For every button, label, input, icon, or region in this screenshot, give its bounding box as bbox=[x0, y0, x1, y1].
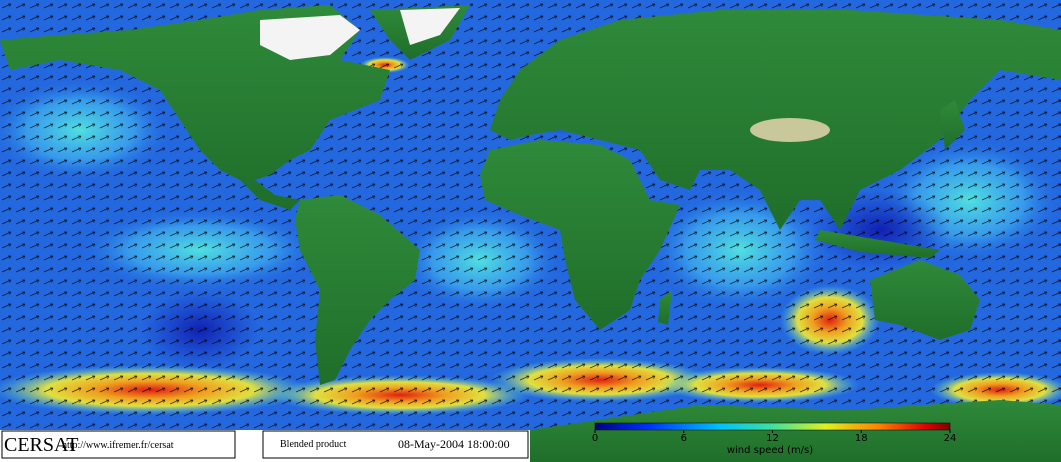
ice bbox=[400, 8, 460, 45]
logo: CERSAT bbox=[4, 434, 78, 456]
plateau bbox=[750, 118, 830, 142]
logo-box bbox=[1, 430, 236, 459]
url: http://www.ifremer.fr/cersat bbox=[62, 440, 174, 451]
colorbar-tick-label: 18 bbox=[855, 433, 868, 444]
colorbar bbox=[594, 422, 951, 431]
colorbar-tick-label: 24 bbox=[944, 433, 957, 444]
colorbar-label: wind speed (m/s) bbox=[727, 445, 813, 456]
product-box bbox=[262, 430, 529, 459]
ice bbox=[260, 15, 360, 60]
colorbar-tick-label: 0 bbox=[592, 433, 598, 444]
colorbar-tick-label: 6 bbox=[681, 433, 687, 444]
datetime: 08-May-2004 18:00:00 bbox=[398, 437, 510, 451]
product: Blended product bbox=[280, 439, 347, 450]
colorbar-tick-label: 12 bbox=[766, 433, 779, 444]
